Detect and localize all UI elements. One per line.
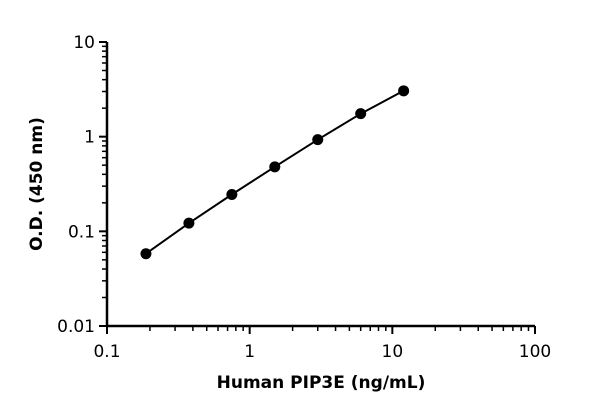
data-point <box>355 108 367 120</box>
data-point <box>183 217 195 229</box>
x-axis-label: Human PIP3E (ng/mL) <box>217 373 426 393</box>
data-point <box>398 85 410 97</box>
x-tick-label: 100 <box>519 342 551 362</box>
x-tick-label: 0.1 <box>93 342 120 362</box>
x-tick-label: 1 <box>244 342 255 362</box>
data-point <box>140 248 152 260</box>
data-points <box>140 85 410 260</box>
y-tick-label: 0.01 <box>57 317 95 337</box>
data-point <box>312 134 324 146</box>
y-tick-label: 1 <box>84 128 95 148</box>
data-point <box>269 161 281 173</box>
y-tick-label: 10 <box>73 33 95 53</box>
y-tick-label: 0.1 <box>68 222 95 242</box>
data-point <box>226 188 238 200</box>
x-tick-label: 10 <box>382 342 404 362</box>
axes: 0.1 1 10 100 0.01 0.1 1 10 <box>57 33 551 362</box>
y-axis-label: O.D. (450 nm) <box>27 117 47 251</box>
